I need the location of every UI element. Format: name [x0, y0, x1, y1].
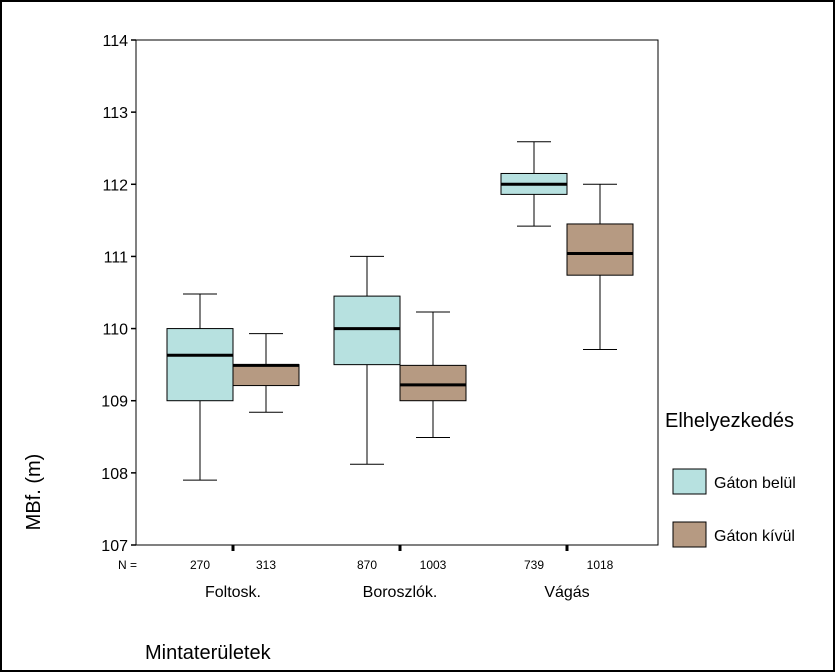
category-label: Boroszlók. — [363, 584, 438, 601]
iqr-box — [232, 364, 300, 387]
iqr-box — [399, 364, 467, 402]
box-0-1 — [333, 255, 401, 465]
box-0-0 — [166, 293, 234, 481]
y-tick-label: 113 — [102, 105, 128, 122]
n-prefix: N = — [118, 558, 137, 572]
iqr-box — [566, 223, 634, 276]
n-value: 270 — [190, 558, 210, 572]
legend-label-gaton-kivul: Gáton kívül — [714, 528, 795, 545]
y-tick-label: 114 — [102, 33, 128, 50]
y-tick-label: 109 — [101, 394, 128, 411]
y-tick-label: 111 — [104, 249, 128, 266]
x-axis-label: Mintaterületek — [145, 642, 272, 664]
category-label: Vágás — [544, 584, 589, 601]
iqr-box — [333, 295, 401, 366]
n-value: 313 — [256, 558, 276, 572]
n-value: 1003 — [420, 558, 447, 572]
box-1-0 — [232, 333, 300, 413]
category-labels: Foltosk. Boroszlók. Vágás — [205, 545, 590, 601]
legend-swatch-gaton-kivul — [672, 521, 707, 548]
legend-label-gaton-belul: Gáton belül — [714, 475, 796, 492]
n-value: 739 — [524, 558, 544, 572]
y-tick-label: 110 — [102, 322, 128, 339]
n-value: 870 — [357, 558, 377, 572]
legend-swatch-gaton-belul — [672, 468, 707, 495]
y-axis-label: MBf. (m) — [23, 454, 45, 531]
n-labels: N = 270 870 739 313 1003 1018 — [118, 558, 614, 572]
legend-title: Elhelyezkedés — [665, 410, 794, 432]
n-value: 1018 — [587, 558, 614, 572]
boxes — [166, 141, 634, 481]
box-1-2 — [566, 183, 634, 350]
y-axis: 107 108 109 110 111 112 113 114 — [101, 33, 136, 555]
category-label: Foltosk. — [205, 584, 261, 601]
y-tick-label: 112 — [102, 177, 128, 194]
y-tick-label: 108 — [101, 466, 128, 483]
legend: Elhelyezkedés Gáton belül Gáton kívül — [665, 410, 796, 548]
iqr-box — [166, 328, 234, 402]
box-1-1 — [399, 311, 467, 439]
box-0-2 — [500, 141, 568, 227]
y-tick-label: 107 — [101, 538, 128, 555]
plot-area — [135, 39, 659, 546]
